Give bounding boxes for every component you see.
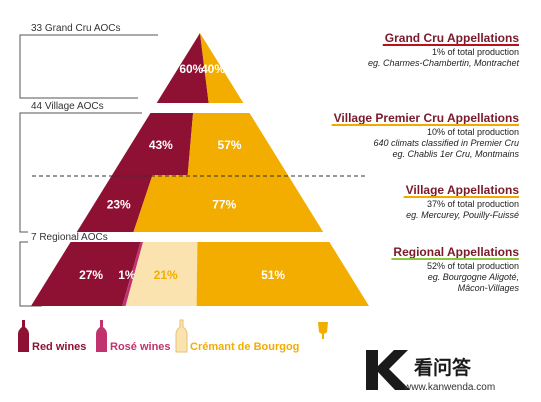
watermark-logo: [366, 350, 410, 390]
wine-bottle-icon: [18, 320, 29, 352]
tier-2-value-label-3: 77%: [212, 198, 236, 212]
tier-0-line-1: eg. Charmes-Chambertin, Montrachet: [368, 58, 520, 68]
tier-0-segment-3: [200, 33, 244, 103]
tier-0-value-label-3: 40%: [201, 62, 225, 76]
wine-glass-stem: [322, 334, 324, 339]
wine-glass-icon: [318, 322, 328, 334]
appellation-descriptions: Grand Cru Appellations 1% of total produc…: [331, 31, 520, 293]
tier-0-line-0: 1% of total production: [432, 47, 519, 57]
tier-3-value-label-0: 27%: [79, 268, 103, 282]
bracket-label-0: 33 Grand Cru AOCs: [31, 23, 120, 34]
tier-3-line-0: 52% of total production: [427, 261, 519, 271]
tier-3-line-2: Mâcon-Villages: [458, 283, 520, 293]
bracket-label-2: 7 Regional AOCs: [31, 232, 108, 243]
legend-label-0: Red wines: [32, 341, 86, 353]
legend: Red wines Rosé wines Crémant de Bourgog: [18, 319, 328, 353]
pyramid: 60%40% 43% 57% 23% 77% 27% 1% 21% 51%: [31, 33, 369, 306]
wine-bottle-icon: [175, 319, 188, 353]
tier-3-heading: Regional Appellations: [393, 245, 519, 259]
tier-3-value-label-3: 51%: [261, 268, 285, 282]
tier-3-segment-2: [125, 242, 198, 306]
tier-2-segment-3: [133, 175, 324, 232]
watermark: 看问答 www.kanwenda.com: [366, 350, 495, 393]
bracket-label-1: 44 Village AOCs: [31, 101, 104, 112]
tier-2-heading: Village Appellations: [406, 183, 520, 197]
watermark-name: 看问答: [413, 356, 472, 379]
watermark-url: www.kanwenda.com: [403, 382, 495, 393]
bracket-0: [19, 34, 158, 99]
tier-3-value-label-1: 1%: [118, 268, 136, 282]
tier-1-heading: Village Premier Cru Appellations: [334, 111, 520, 125]
legend-label-2: Crémant de Bourgog: [190, 341, 299, 353]
tier-3-segment-1: [122, 242, 144, 306]
tier-2-value-label-0: 23%: [107, 198, 131, 212]
tier-3-value-label-2: 21%: [154, 268, 178, 282]
tier-3-segment-0: [31, 242, 141, 306]
tier-3-line-1: eg. Bourgogne Aligoté,: [428, 272, 519, 282]
bracket-label-bg-0: [28, 21, 140, 34]
tier-2-line-0: 37% of total production: [427, 199, 519, 209]
bracket-label-bg-1: [28, 99, 140, 112]
tier-0-value-label-0: 60%: [179, 62, 203, 76]
tier-2-segment-0: [76, 175, 153, 232]
tier-1-line-2: eg. Chablis 1er Cru, Montmains: [392, 149, 519, 159]
tier-0-segment-0: [156, 33, 209, 103]
left-brackets: 33 Grand Cru AOCs 44 Village AOCs 7 Region…: [19, 21, 158, 307]
tier-1-line-1: 640 climats classified in Premier Cru: [373, 138, 519, 148]
wine-bottle-icon: [96, 320, 107, 352]
bracket-label-bg-2: [28, 230, 140, 243]
legend-label-1: Rosé wines: [110, 341, 171, 353]
tier-2-line-1: eg. Mercurey, Pouilly-Fuissé: [406, 210, 519, 220]
tier-1-line-0: 10% of total production: [427, 127, 519, 137]
tier-3-segment-3: [196, 242, 369, 306]
tier-0-heading: Grand Cru Appellations: [385, 31, 520, 45]
tier-1-segment-0: [112, 113, 194, 175]
tier-1-value-label-0: 43%: [149, 138, 173, 152]
tier-1-value-label-3: 57%: [218, 138, 242, 152]
tier-1-segment-3: [187, 113, 288, 175]
